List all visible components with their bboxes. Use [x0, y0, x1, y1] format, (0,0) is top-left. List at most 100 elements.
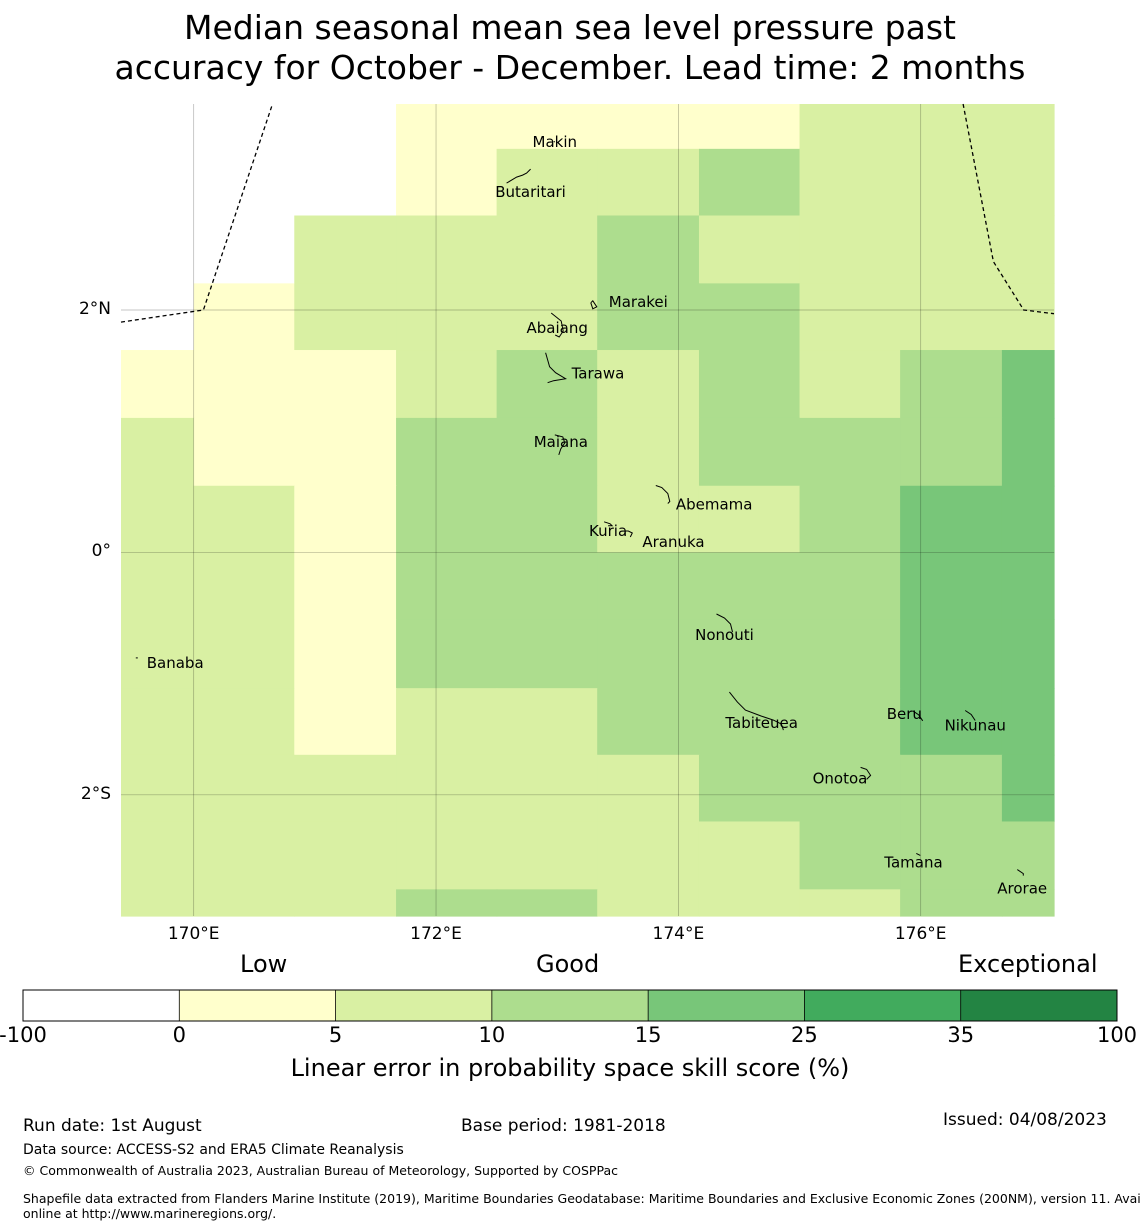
skill-cell [698, 283, 801, 351]
skill-cell [294, 552, 397, 620]
skill-cell [698, 889, 801, 917]
island-label-tabiteuea: Tabiteuea [724, 714, 798, 732]
island-coastline-butaritari [506, 168, 531, 184]
island-coastline-abaiang [550, 312, 564, 338]
skill-cell [900, 688, 1003, 756]
copyright: © Commonwealth of Australia 2023, Austra… [23, 1163, 618, 1178]
skill-cell [496, 619, 598, 689]
skill-cell [698, 417, 801, 487]
map-title: Median seasonal mean sea level pressure … [0, 8, 1140, 88]
skill-cell [193, 485, 295, 554]
skill-cell [900, 485, 1003, 554]
skill-cell [597, 215, 700, 284]
island-coastline-beru [912, 710, 924, 722]
skill-cell [1001, 283, 1055, 351]
skill-cell [799, 283, 901, 351]
colorbar-tick-label: 15 [634, 1023, 662, 1047]
skill-cell [396, 283, 498, 351]
skill-cell [193, 619, 295, 689]
island-coastline-makin [553, 140, 556, 143]
skill-cell [900, 821, 1003, 890]
skill-cell [294, 350, 397, 419]
lon-tick-label: 172°E [410, 924, 462, 944]
skill-cell [193, 350, 295, 419]
island-coastline-maiana [554, 434, 566, 456]
island-label-tamana: Tamana [883, 853, 942, 871]
skill-cell [496, 485, 598, 554]
colorbar-segment [23, 990, 180, 1021]
skill-cell [294, 283, 397, 351]
skill-cell [193, 688, 295, 756]
skill-cell [1001, 619, 1055, 689]
colorbar-segment [335, 990, 493, 1021]
skill-cell [597, 350, 700, 419]
skill-cell [597, 688, 700, 756]
skill-cell [698, 754, 801, 823]
skill-map: Makin Butaritari Marakei Abaiang Tarawa Maian… [120, 103, 1055, 917]
skill-cell [396, 688, 498, 756]
skill-cell [597, 283, 700, 351]
skill-cell [900, 215, 1003, 284]
skill-cell [496, 552, 598, 620]
skill-cell [396, 552, 498, 620]
skill-cell [396, 215, 498, 284]
skill-cell [496, 148, 598, 217]
skill-cell [698, 552, 801, 620]
skill-cell [1001, 215, 1055, 284]
lat-tick-label: 2°N [78, 299, 111, 320]
skill-cell [193, 821, 295, 890]
colorbar-segment [648, 990, 805, 1021]
skill-cell [396, 754, 498, 823]
base-period: Base period: 1981-2018 [461, 1116, 666, 1136]
skill-cell [799, 104, 901, 150]
skill-cell [900, 283, 1003, 351]
colorbar-segment [960, 990, 1118, 1021]
skill-cell [294, 688, 397, 756]
category-exceptional-label: Exceptional [958, 950, 1098, 978]
eez-boundary [962, 103, 1055, 315]
skill-cell [496, 821, 598, 890]
lon-tick-label: 170°E [167, 924, 220, 944]
issued-date: Issued: 04/08/2023 [943, 1110, 1107, 1130]
skill-cell [799, 350, 901, 419]
skill-cell [1001, 350, 1055, 419]
shapefile-credit-line-1: Shapefile data extracted from Flanders M… [23, 1191, 1140, 1206]
skill-cell [900, 552, 1003, 620]
island-label-onotoa: Onotoa [813, 769, 868, 787]
skill-cell [1001, 688, 1055, 756]
island-label-maiana: Maiana [534, 433, 588, 451]
skill-cell [900, 619, 1003, 689]
skill-cell [121, 821, 195, 890]
island-coastline-kuria [603, 521, 614, 527]
island-label-nikunau: Nikunau [945, 716, 1006, 734]
skill-cell [597, 552, 700, 620]
skill-cell [799, 417, 901, 487]
island-label-arorae: Arorae [997, 880, 1047, 898]
island-coastline-tarawa [545, 352, 568, 384]
island-coastline-aranuka [622, 530, 633, 538]
colorbar-frame [22, 989, 1118, 1022]
skill-cell [900, 350, 1003, 419]
skill-cell [698, 104, 801, 150]
colorbar-tick-label: 25 [791, 1023, 818, 1047]
island-label-makin: Makin [533, 133, 578, 151]
skill-cell [496, 215, 598, 284]
skill-cell [396, 619, 498, 689]
skill-cell [193, 552, 295, 620]
skill-cell [294, 485, 397, 554]
skill-cell [294, 619, 397, 689]
colorbar-tick-label: -100 [0, 1023, 47, 1047]
island-label-abaiang: Abaiang [527, 319, 588, 337]
skill-cell [1001, 754, 1055, 823]
island-coastline-tabiteuea [729, 691, 784, 731]
skill-cell [799, 552, 901, 620]
skill-cell [799, 485, 901, 554]
skill-cell [799, 754, 901, 823]
skill-cell [396, 417, 498, 487]
colorbar-tick-label: 0 [172, 1023, 186, 1047]
lon-tick-label: 176°E [894, 924, 947, 944]
island-label-banaba: Banaba [147, 654, 204, 672]
category-low-label: Low [240, 950, 288, 978]
colorbar-tick-label: 5 [328, 1023, 343, 1047]
skill-cell [396, 148, 498, 217]
